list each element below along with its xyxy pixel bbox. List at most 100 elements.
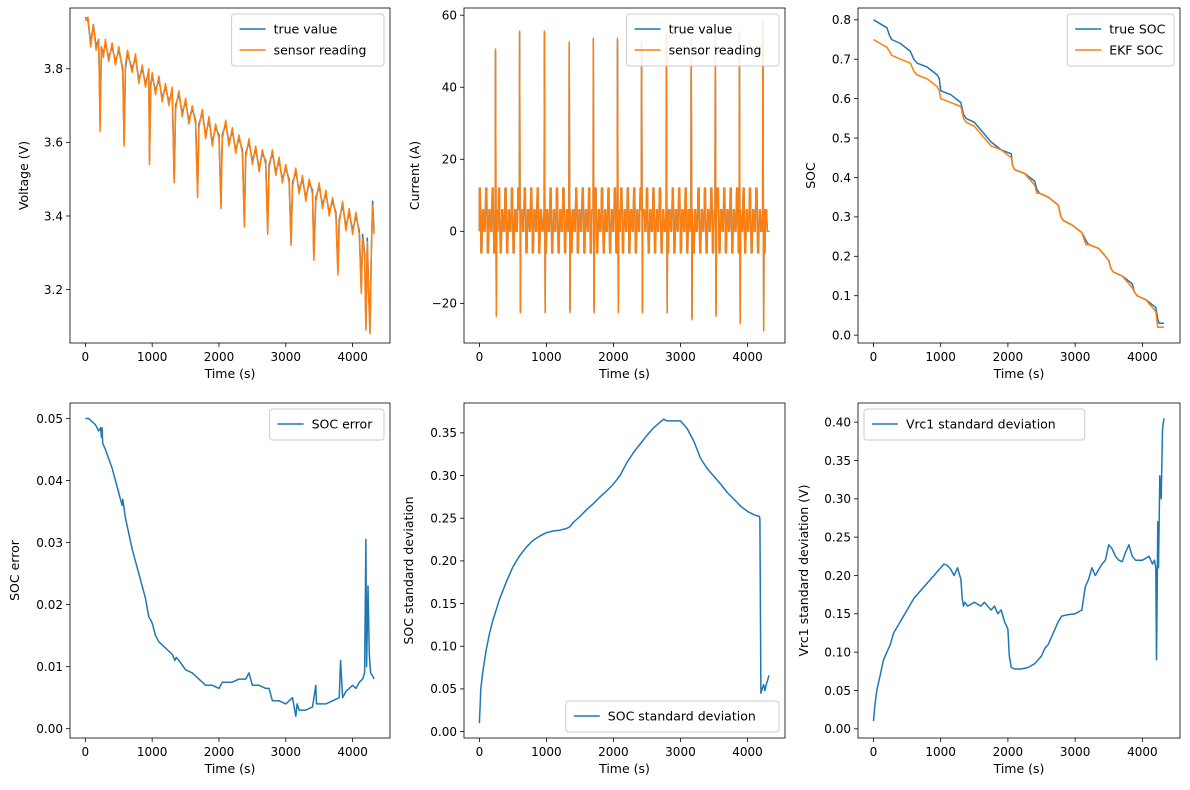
series-line-2 xyxy=(478,19,770,332)
chart-soc-std: 0 1000 2000 3000 4000 0.00 0.05 0.10 0.15 0.20 0.2… xyxy=(401,402,786,776)
x-tick-label: 3000 xyxy=(1060,350,1091,364)
y-axis-label: SOC standard deviation xyxy=(401,497,416,645)
x-axis-label: Time (s) xyxy=(598,761,650,776)
x-tick-label: 4000 xyxy=(337,745,368,759)
series-line-2 xyxy=(84,16,375,335)
x-tick-label: 3000 xyxy=(271,350,302,364)
plot-area xyxy=(478,19,770,332)
y-tick-label: 0.00 xyxy=(430,725,457,739)
x-axis-label: Time (s) xyxy=(598,366,650,381)
y-tick-label: 0.20 xyxy=(824,569,851,583)
y-tick-label: −20 xyxy=(432,297,457,311)
x-axis-label: Time (s) xyxy=(204,366,256,381)
legend: true value sensor reading xyxy=(231,13,385,67)
axes-frame xyxy=(857,7,1181,344)
y-tick-label: 0.40 xyxy=(824,415,851,429)
legend: SOC standard deviation xyxy=(565,700,780,733)
legend: Vrc1 standard deviation xyxy=(863,408,1086,441)
x-axis-label: Time (s) xyxy=(204,761,256,776)
y-tick-label: 0.35 xyxy=(824,454,851,468)
legend-entry: EKF SOC xyxy=(1109,43,1163,58)
y-tick-label: 0.2 xyxy=(832,250,851,264)
legend: true value sensor reading xyxy=(626,13,780,67)
legend-box xyxy=(269,408,385,441)
chart-soc: 0 1000 2000 3000 4000 0.0 0.1 0.2 0.3 0.4 0.5 0.6 0.… xyxy=(803,7,1181,381)
plot-area xyxy=(478,418,770,724)
legend-entry: Vrc1 standard deviation xyxy=(906,417,1056,432)
y-tick-label: 0.3 xyxy=(832,210,851,224)
y-axis-label: SOC xyxy=(803,162,818,189)
y-axis-label: Current (A) xyxy=(407,141,422,210)
y-axis-label: SOC error xyxy=(7,539,22,601)
legend-box xyxy=(1066,13,1175,67)
y-tick-label: 0.25 xyxy=(824,530,851,544)
chart-vrc1-std: 0 1000 2000 3000 4000 0.00 0.05 0.10 0.15 0.20 0.2… xyxy=(796,402,1181,776)
y-tick-label: 0.10 xyxy=(430,640,457,654)
x-tick-label: 2000 xyxy=(598,350,629,364)
x-tick-label: 1000 xyxy=(531,350,562,364)
y-tick-label: 0.6 xyxy=(832,92,851,106)
x-tick-label: 1000 xyxy=(137,745,168,759)
legend-box xyxy=(565,700,780,733)
x-tick-label: 0 xyxy=(82,350,90,364)
y-tick-label: 0.5 xyxy=(832,131,851,145)
y-axis-label: Vrc1 standard deviation (V) xyxy=(796,484,811,656)
x-tick-label: 0 xyxy=(476,350,484,364)
x-tick-label: 2000 xyxy=(993,350,1024,364)
y-tick-label: 0.20 xyxy=(430,554,457,568)
y-tick-label: 3.4 xyxy=(44,209,63,223)
series-line-1 xyxy=(478,21,770,330)
x-tick-label: 0 xyxy=(870,745,878,759)
y-tick-label: 0.30 xyxy=(430,469,457,483)
legend-entry: sensor reading xyxy=(669,43,762,58)
x-tick-label: 3000 xyxy=(665,350,696,364)
y-tick-label: 0.15 xyxy=(824,607,851,621)
legend-entry: true value xyxy=(669,22,733,37)
y-tick-label: 0.7 xyxy=(832,53,851,67)
x-tick-label: 2000 xyxy=(204,745,235,759)
y-tick-label: 0.10 xyxy=(824,645,851,659)
x-tick-label: 4000 xyxy=(1127,745,1158,759)
legend-entry: true SOC xyxy=(1109,22,1165,37)
x-tick-label: 0 xyxy=(870,350,878,364)
series-line-2 xyxy=(873,38,1164,328)
y-tick-label: 0.05 xyxy=(36,412,63,426)
axes-frame xyxy=(463,7,786,344)
y-tick-label: 20 xyxy=(442,153,457,167)
x-tick-label: 3000 xyxy=(1060,745,1091,759)
plot-area xyxy=(85,417,375,718)
x-axis-label: Time (s) xyxy=(993,761,1045,776)
legend-box xyxy=(863,408,1086,441)
x-tick-label: 4000 xyxy=(337,350,368,364)
x-tick-label: 0 xyxy=(82,745,90,759)
y-tick-label: 0.0 xyxy=(832,328,851,342)
y-axis-label: Voltage (V) xyxy=(16,141,31,210)
x-tick-label: 2000 xyxy=(993,745,1024,759)
y-tick-label: 0.25 xyxy=(430,512,457,526)
plot-area xyxy=(84,16,375,335)
y-tick-label: 0.00 xyxy=(824,722,851,736)
chart-current: 0 1000 2000 3000 4000 −20 0 20 40 60 Time (s) Curre… xyxy=(407,7,786,381)
y-tick-label: 3.2 xyxy=(44,283,63,297)
y-tick-label: 0.30 xyxy=(824,492,851,506)
chart-soc-error: 0 1000 2000 3000 4000 0.00 0.01 0.02 0.03 0.04 0.0… xyxy=(7,402,391,776)
y-tick-label: 0.00 xyxy=(36,722,63,736)
plot-area xyxy=(873,19,1164,328)
axes-frame xyxy=(463,402,786,739)
y-tick-label: 0.15 xyxy=(430,597,457,611)
y-tick-label: 0.1 xyxy=(832,289,851,303)
x-tick-label: 4000 xyxy=(1127,350,1158,364)
x-tick-label: 3000 xyxy=(271,745,302,759)
x-tick-label: 0 xyxy=(476,745,484,759)
y-tick-label: 0.01 xyxy=(36,660,63,674)
legend: true SOC EKF SOC xyxy=(1066,13,1175,67)
y-tick-label: 40 xyxy=(442,81,457,95)
y-tick-label: 3.8 xyxy=(44,62,63,76)
y-tick-label: 0.04 xyxy=(36,474,63,488)
x-tick-label: 1000 xyxy=(137,350,168,364)
y-tick-label: 0.05 xyxy=(824,684,851,698)
y-tick-label: 3.6 xyxy=(44,136,63,150)
series-line-1 xyxy=(872,418,1165,722)
y-tick-label: 0 xyxy=(449,225,457,239)
